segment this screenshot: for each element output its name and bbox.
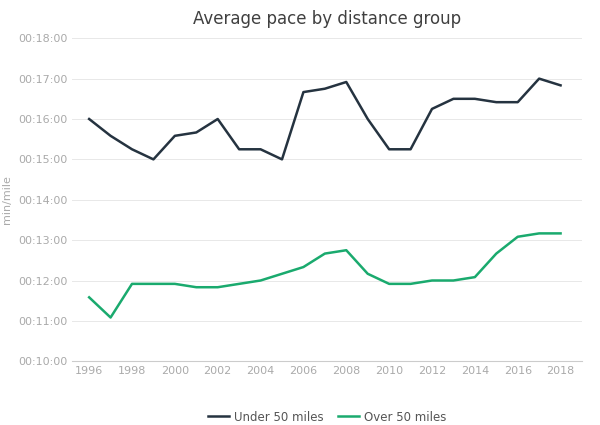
Over 50 miles (214, 285, 221, 290)
Under 50 miles (407, 147, 414, 152)
Legend: Under 50 miles, Over 50 miles: Under 50 miles, Over 50 miles (203, 406, 451, 425)
Under 50 miles (193, 130, 200, 135)
Under 50 miles (236, 147, 243, 152)
Over 50 miles (150, 281, 157, 286)
Under 50 miles (536, 76, 543, 81)
Over 50 miles (557, 231, 564, 236)
Under 50 miles (364, 116, 371, 122)
Under 50 miles (557, 83, 564, 88)
Over 50 miles (343, 248, 350, 253)
Under 50 miles (493, 99, 500, 105)
Over 50 miles (86, 295, 93, 300)
Over 50 miles (107, 315, 114, 320)
Over 50 miles (193, 285, 200, 290)
Title: Average pace by distance group: Average pace by distance group (193, 10, 461, 28)
Under 50 miles (86, 116, 93, 122)
Over 50 miles (257, 278, 264, 283)
Under 50 miles (214, 116, 221, 122)
Over 50 miles (128, 281, 136, 286)
Over 50 miles (514, 234, 521, 239)
Over 50 miles (171, 281, 178, 286)
Under 50 miles (107, 133, 114, 139)
Line: Over 50 miles: Over 50 miles (89, 233, 560, 317)
Over 50 miles (236, 281, 243, 286)
Over 50 miles (450, 278, 457, 283)
Under 50 miles (321, 86, 328, 91)
Under 50 miles (428, 106, 436, 111)
Over 50 miles (386, 281, 393, 286)
Under 50 miles (343, 79, 350, 85)
Under 50 miles (257, 147, 264, 152)
Under 50 miles (300, 90, 307, 95)
Over 50 miles (278, 271, 286, 276)
Under 50 miles (171, 133, 178, 139)
Line: Under 50 miles: Under 50 miles (89, 79, 560, 159)
Under 50 miles (514, 99, 521, 105)
Under 50 miles (150, 157, 157, 162)
Over 50 miles (493, 251, 500, 256)
Over 50 miles (364, 271, 371, 276)
Under 50 miles (386, 147, 393, 152)
Y-axis label: min/mile: min/mile (2, 176, 12, 224)
Over 50 miles (407, 281, 414, 286)
Over 50 miles (300, 264, 307, 269)
Over 50 miles (321, 251, 328, 256)
Under 50 miles (471, 96, 478, 102)
Over 50 miles (536, 231, 543, 236)
Under 50 miles (278, 157, 286, 162)
Under 50 miles (128, 147, 136, 152)
Over 50 miles (471, 275, 478, 280)
Under 50 miles (450, 96, 457, 102)
Over 50 miles (428, 278, 436, 283)
